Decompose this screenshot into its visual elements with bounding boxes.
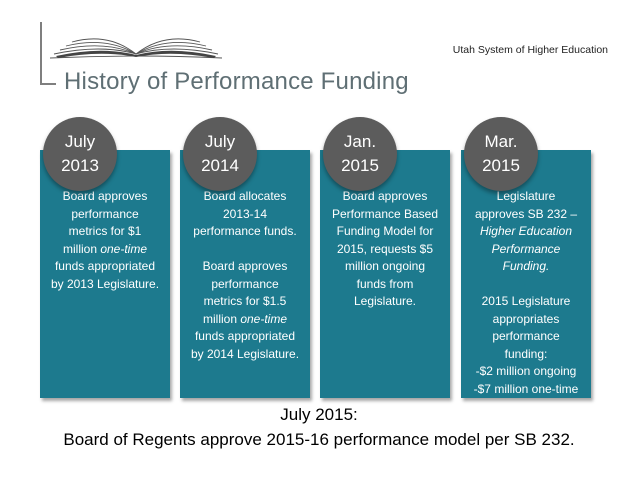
description-line: by 2014 Legislature. bbox=[190, 346, 300, 361]
date-badge: July 2013 bbox=[43, 117, 117, 191]
description-line: Board approves bbox=[62, 189, 148, 203]
description-line: Higher Education bbox=[479, 224, 573, 238]
description-line: Board allocates bbox=[203, 189, 287, 203]
description-line: Funding. bbox=[502, 259, 550, 273]
open-book-logo-icon bbox=[49, 38, 223, 59]
badge-year: 2015 bbox=[482, 156, 520, 175]
header-bracket-vertical bbox=[40, 22, 42, 85]
description-line: funds appropriated bbox=[54, 259, 156, 273]
description-line: Legislature. bbox=[353, 294, 417, 308]
description-line: million one-time bbox=[62, 241, 148, 256]
timeline-description: Legislature approves SB 232 – Higher Educa… bbox=[463, 188, 589, 398]
badge-month: July bbox=[204, 132, 236, 151]
timeline-description: Board approves performance metrics for $1 m… bbox=[42, 188, 168, 293]
description-line: Legislature bbox=[496, 189, 556, 203]
summary-date: July 2015: bbox=[280, 405, 358, 424]
timeline-column: Legislature approves SB 232 – Higher Educa… bbox=[461, 117, 591, 400]
description-line: performance bbox=[71, 206, 139, 221]
timeline-description: Board approves Performance Based Funding M… bbox=[322, 188, 448, 311]
description-line: performance funds. bbox=[193, 224, 297, 238]
description-line: 2013-14 bbox=[222, 206, 268, 221]
page-title: History of Performance Funding bbox=[64, 68, 409, 95]
description-line: approves SB 232 – bbox=[474, 206, 578, 221]
description-line: by 2013 Legislature. bbox=[50, 276, 160, 291]
description-line: million one-time bbox=[202, 311, 288, 326]
badge-year: 2013 bbox=[61, 156, 99, 175]
summary-text: Board of Regents approve 2015-16 perform… bbox=[63, 430, 575, 449]
description-line: Performance bbox=[491, 241, 561, 256]
description-line: Performance Based bbox=[331, 206, 439, 221]
description-line: funding: bbox=[504, 346, 548, 361]
description-line: metrics for $1.5 bbox=[203, 294, 287, 308]
timeline-column: Board allocates 2013-14 performance funds.… bbox=[180, 117, 310, 400]
timeline-description: Board allocates 2013-14 performance funds.… bbox=[182, 188, 308, 363]
date-badge: Mar. 2015 bbox=[464, 117, 538, 191]
timeline-panel: Board approves performance metrics for $1 m… bbox=[40, 150, 170, 398]
description-line bbox=[182, 241, 308, 259]
description-line: Board approves bbox=[202, 259, 288, 273]
timeline-panel: Board approves Performance Based Funding M… bbox=[320, 150, 450, 398]
description-line: Funding Model for bbox=[336, 224, 434, 238]
description-line bbox=[463, 276, 589, 294]
description-line: performance bbox=[211, 276, 279, 291]
badge-month: Mar. bbox=[484, 132, 518, 151]
badge-month: July bbox=[64, 132, 96, 151]
description-line: performance bbox=[492, 329, 560, 343]
badge-year: 2014 bbox=[201, 156, 239, 175]
badge-month: Jan. bbox=[343, 132, 377, 151]
description-line: Board approves bbox=[342, 189, 428, 203]
description-line: 2015, requests $5 bbox=[336, 241, 434, 256]
description-line: funds from bbox=[356, 276, 414, 291]
description-line: -$7 million one-time bbox=[473, 381, 579, 396]
description-line: appropriates bbox=[492, 311, 560, 326]
description-line: funds appropriated bbox=[194, 329, 296, 343]
badge-year: 2015 bbox=[341, 156, 379, 175]
timeline-panel: Board allocates 2013-14 performance funds.… bbox=[180, 150, 310, 398]
timeline-column: Board approves Performance Based Funding M… bbox=[320, 117, 450, 400]
date-badge: July 2014 bbox=[183, 117, 257, 191]
description-line: million ongoing bbox=[344, 259, 426, 273]
organization-name: Utah System of Higher Education bbox=[452, 44, 608, 56]
description-line: 2015 Legislature bbox=[481, 294, 571, 308]
header-bracket-horizontal bbox=[40, 83, 56, 85]
date-badge: Jan. 2015 bbox=[323, 117, 397, 191]
description-line: metrics for $1 bbox=[68, 224, 142, 238]
timeline-panel: Legislature approves SB 232 – Higher Educa… bbox=[461, 150, 591, 398]
timeline-column: Board approves performance metrics for $1 m… bbox=[40, 117, 170, 400]
description-line: -$2 million ongoing bbox=[475, 364, 577, 378]
